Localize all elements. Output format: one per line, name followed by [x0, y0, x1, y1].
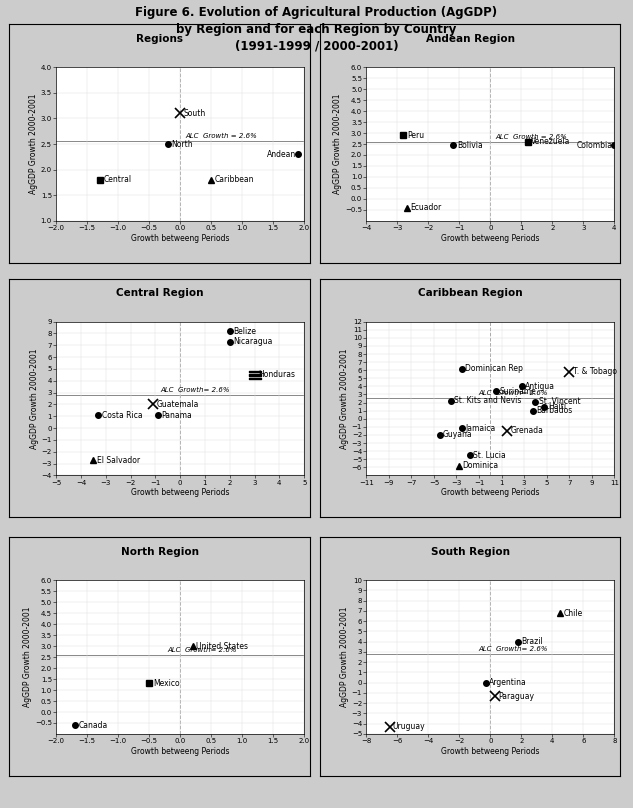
Text: ALC  Growth= 2.6%: ALC Growth= 2.6%: [160, 387, 230, 393]
Text: Mexico: Mexico: [153, 679, 180, 688]
Text: Ecuador: Ecuador: [410, 203, 442, 213]
Text: United States: United States: [196, 642, 248, 650]
Text: St. Vincent: St. Vincent: [539, 398, 580, 406]
Text: Nicaragua: Nicaragua: [234, 337, 273, 347]
Text: Grenada: Grenada: [511, 427, 544, 436]
Text: Uruguay: Uruguay: [392, 722, 425, 731]
Text: Dominican Rep: Dominican Rep: [465, 364, 523, 373]
Y-axis label: AgGDP Growth 2000-2001: AgGDP Growth 2000-2001: [23, 607, 32, 707]
Text: Caribbean Region: Caribbean Region: [418, 288, 522, 298]
Text: Central Region: Central Region: [116, 288, 204, 298]
Text: Dominica: Dominica: [462, 461, 498, 470]
Text: South Region: South Region: [430, 547, 510, 557]
Text: Figure 6. Evolution of Agricultural Production (AgGDP): Figure 6. Evolution of Agricultural Prod…: [135, 6, 498, 19]
X-axis label: Growth betweeng Periods: Growth betweeng Periods: [441, 234, 539, 243]
Y-axis label: AgGDP Growth 2000-2001: AgGDP Growth 2000-2001: [30, 348, 39, 448]
X-axis label: Growth betweeng Periods: Growth betweeng Periods: [131, 234, 229, 243]
Text: North Region: North Region: [121, 547, 199, 557]
Text: Colombia: Colombia: [577, 141, 613, 149]
Text: T. & Tobago: T. & Tobago: [573, 368, 617, 377]
Text: ALC  Growth= 2.6%: ALC Growth= 2.6%: [478, 389, 548, 396]
Text: Central: Central: [103, 175, 132, 184]
Text: Andean Region: Andean Region: [425, 34, 515, 44]
Text: Panama: Panama: [161, 410, 192, 419]
Text: El Salvador: El Salvador: [97, 456, 140, 465]
Text: Paraguay: Paraguay: [498, 692, 534, 701]
Text: Canada: Canada: [78, 721, 108, 730]
Text: Regions: Regions: [136, 34, 184, 44]
Y-axis label: AgGDP Growth 2000-2001: AgGDP Growth 2000-2001: [29, 94, 38, 194]
Text: ALC  Growth= 2.6%: ALC Growth= 2.6%: [168, 647, 237, 653]
Text: South: South: [184, 109, 206, 118]
X-axis label: Growth betweeng Periods: Growth betweeng Periods: [131, 488, 229, 498]
Text: Belize: Belize: [234, 326, 256, 335]
Text: by Region and for each Region by Country: by Region and for each Region by Country: [177, 23, 456, 36]
Text: St. Lucia: St. Lucia: [473, 451, 506, 460]
Text: ALC  Growth= 2.6%: ALC Growth= 2.6%: [478, 646, 548, 652]
Y-axis label: AgGDP Growth 2000-2001: AgGDP Growth 2000-2001: [340, 348, 349, 448]
Text: Brazil: Brazil: [522, 638, 543, 646]
Text: Guyana: Guyana: [443, 431, 473, 440]
X-axis label: Growth betweeng Periods: Growth betweeng Periods: [441, 488, 539, 498]
Text: ALC  Growth = 2.6%: ALC Growth = 2.6%: [495, 134, 567, 140]
Text: (1991-1999 / 2000-2001): (1991-1999 / 2000-2001): [235, 40, 398, 53]
Y-axis label: AgGDP Growth 2000-2001: AgGDP Growth 2000-2001: [340, 607, 349, 707]
Text: North: North: [172, 140, 193, 149]
Text: Peru: Peru: [407, 131, 424, 140]
Text: Jamaica: Jamaica: [465, 424, 496, 433]
Text: Andean: Andean: [267, 149, 296, 158]
Text: ALC  Growth = 2.6%: ALC Growth = 2.6%: [185, 133, 257, 139]
Text: St. Kits and Nevis: St. Kits and Nevis: [454, 397, 522, 406]
Text: Bolivia: Bolivia: [457, 141, 482, 149]
Y-axis label: AgGDP Growth 2000-2001: AgGDP Growth 2000-2001: [334, 94, 342, 194]
X-axis label: Growth betweeng Periods: Growth betweeng Periods: [441, 747, 539, 756]
Text: Caribbean: Caribbean: [215, 175, 254, 184]
Text: Honduras: Honduras: [258, 370, 295, 380]
Text: Suriname: Suriname: [499, 387, 536, 396]
Text: Chile: Chile: [563, 608, 582, 617]
Text: Haiti: Haiti: [548, 402, 566, 411]
X-axis label: Growth betweeng Periods: Growth betweeng Periods: [131, 747, 229, 756]
Text: Costa Rica: Costa Rica: [102, 410, 142, 419]
Text: Argentina: Argentina: [489, 678, 527, 688]
Text: Venezuela: Venezuela: [531, 137, 570, 146]
Text: Antigua: Antigua: [525, 382, 555, 391]
Text: Guatemala: Guatemala: [156, 400, 199, 409]
Text: Barbados: Barbados: [537, 406, 573, 415]
